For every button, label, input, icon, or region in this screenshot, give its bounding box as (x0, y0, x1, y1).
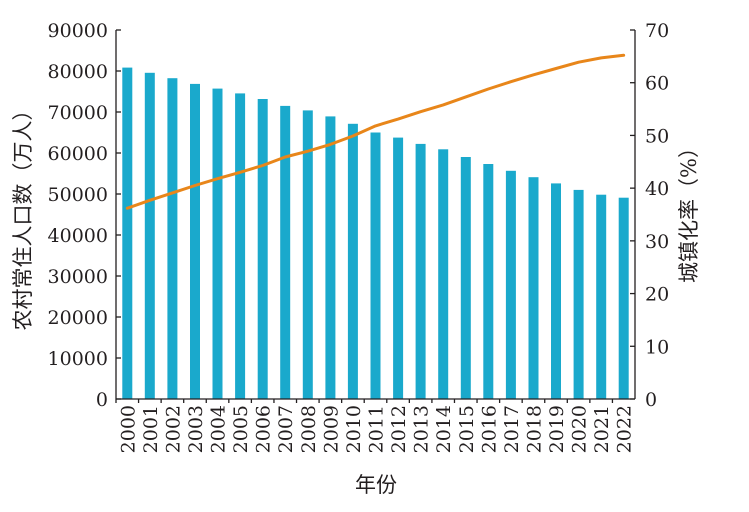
x-tick-label: 2004 (208, 405, 230, 453)
y-axis-left-label: 农村常住人口数（万人） (11, 100, 35, 331)
bar-2012 (393, 138, 403, 399)
bar-series (122, 68, 628, 399)
bar-2017 (506, 171, 516, 399)
x-tick-label: 2012 (388, 405, 410, 453)
x-tick-label: 2006 (253, 405, 275, 453)
y-right-tick-label: 0 (645, 389, 657, 411)
x-tick-label: 2022 (614, 405, 636, 453)
y-right-tick-label: 20 (645, 284, 669, 306)
x-axis-label: 年份 (355, 473, 397, 497)
x-tick-label: 2015 (456, 405, 478, 453)
y-right-tick-label: 70 (645, 20, 669, 42)
y-left-tick-label: 0 (96, 389, 108, 411)
x-tick-label: 2021 (591, 405, 613, 453)
x-tick-label: 2014 (433, 405, 455, 453)
y-left-tick-label: 70000 (48, 102, 108, 124)
y-left-tick-label: 90000 (48, 20, 108, 42)
x-tick-label: 2009 (320, 405, 342, 453)
bar-2008 (303, 110, 313, 399)
bar-2013 (416, 144, 426, 399)
y-left-tick-label: 60000 (48, 143, 108, 165)
y-left-tick-label: 30000 (48, 266, 108, 288)
y-left-tick-label: 80000 (48, 61, 108, 83)
x-tick-label: 2018 (524, 405, 546, 453)
x-tick-label: 2019 (546, 405, 568, 453)
x-tick-label: 2010 (343, 405, 365, 453)
bar-2022 (619, 198, 629, 399)
y-left-tick-label: 20000 (48, 307, 108, 329)
bar-2007 (280, 106, 290, 399)
bar-2014 (438, 149, 448, 399)
y-right-tick-label: 30 (645, 231, 669, 253)
y-right-tick-label: 50 (645, 125, 669, 147)
bar-2002 (167, 78, 177, 399)
bar-2010 (348, 124, 358, 399)
x-tick-label: 2005 (230, 405, 252, 453)
y-left-tick-label: 40000 (48, 225, 108, 247)
bar-2018 (529, 177, 539, 399)
y-right-tick-label: 60 (645, 73, 669, 95)
bar-2019 (551, 183, 561, 399)
x-tick-label: 2001 (140, 405, 162, 453)
bar-2020 (574, 190, 584, 399)
x-tick-label: 2017 (501, 405, 523, 453)
bar-2015 (461, 157, 471, 399)
bar-2011 (371, 133, 381, 400)
x-tick-label: 2011 (366, 405, 388, 453)
bar-2004 (213, 89, 223, 399)
x-tick-label: 2008 (298, 405, 320, 453)
y-right-tick-label: 40 (645, 178, 669, 200)
y-left-tick-label: 50000 (48, 184, 108, 206)
bar-2021 (596, 195, 606, 399)
bar-2005 (235, 93, 245, 399)
x-tick-label: 2000 (117, 405, 139, 453)
bar-2016 (483, 164, 493, 399)
x-tick-label: 2002 (162, 405, 184, 453)
bar-2009 (325, 116, 335, 399)
x-tick-label: 2003 (185, 405, 207, 453)
y-right-tick-label: 10 (645, 336, 669, 358)
x-tick-label: 2013 (411, 405, 433, 453)
bar-2000 (122, 68, 132, 399)
x-tick-label: 2016 (478, 405, 500, 453)
y-axis-right-label: 城镇化率（%） (677, 137, 701, 283)
x-tick-label: 2007 (275, 405, 297, 453)
x-tick-label: 2020 (569, 405, 591, 453)
bar-2003 (190, 84, 200, 399)
bar-2006 (258, 99, 268, 399)
y-left-tick-label: 10000 (48, 348, 108, 370)
bar-2001 (145, 73, 155, 399)
